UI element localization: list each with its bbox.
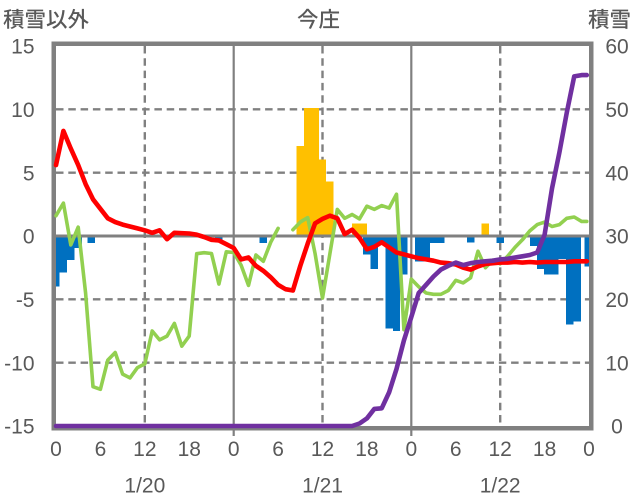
svg-text:-5: -5: [16, 289, 35, 312]
svg-text:18: 18: [533, 438, 556, 461]
svg-text:10: 10: [11, 99, 34, 122]
svg-text:0: 0: [50, 438, 62, 461]
svg-text:6: 6: [272, 438, 284, 461]
svg-text:0: 0: [23, 226, 35, 249]
svg-text:40: 40: [605, 162, 628, 185]
svg-text:0: 0: [405, 438, 417, 461]
svg-text:12: 12: [133, 438, 156, 461]
svg-text:1/22: 1/22: [480, 475, 521, 498]
svg-text:1/21: 1/21: [302, 475, 343, 498]
svg-text:18: 18: [178, 438, 201, 461]
svg-text:10: 10: [605, 352, 628, 375]
svg-text:20: 20: [605, 289, 628, 312]
svg-text:12: 12: [311, 438, 334, 461]
svg-text:50: 50: [605, 99, 628, 122]
svg-text:15: 15: [11, 36, 34, 59]
svg-text:30: 30: [605, 226, 628, 249]
svg-text:0: 0: [228, 438, 240, 461]
svg-text:60: 60: [605, 36, 628, 59]
svg-text:-15: -15: [4, 416, 34, 439]
svg-text:-10: -10: [4, 352, 34, 375]
svg-text:5: 5: [23, 162, 35, 185]
svg-text:0: 0: [611, 416, 623, 439]
svg-text:0: 0: [583, 438, 595, 461]
svg-text:1/20: 1/20: [124, 475, 165, 498]
svg-text:12: 12: [488, 438, 511, 461]
svg-text:18: 18: [355, 438, 378, 461]
svg-text:6: 6: [95, 438, 107, 461]
svg-text:6: 6: [450, 438, 462, 461]
